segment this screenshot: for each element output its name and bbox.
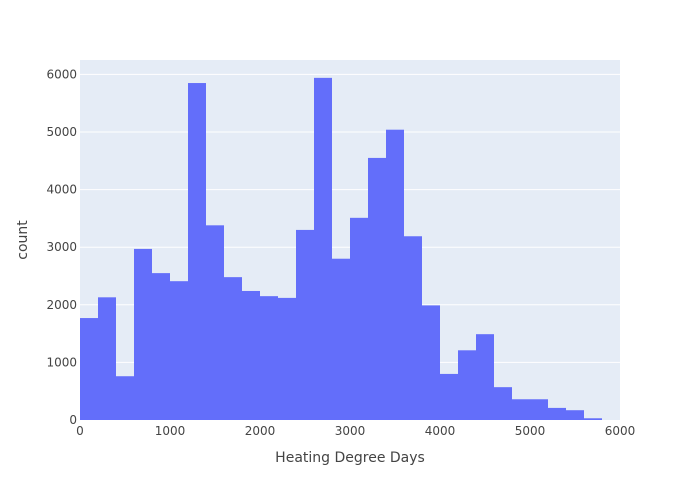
y-axis-title: count	[15, 220, 31, 260]
histogram-bar	[530, 399, 548, 420]
histogram-bar	[242, 290, 260, 420]
x-tick-label: 0	[76, 424, 84, 438]
histogram-bar	[206, 225, 224, 420]
histogram-bar	[296, 229, 314, 420]
x-axis-title: Heating Degree Days	[275, 450, 425, 466]
y-tick-label: 5000	[46, 125, 77, 139]
y-tick-label: 4000	[46, 183, 77, 197]
x-tick-label: 6000	[605, 424, 636, 438]
histogram-bar	[440, 373, 458, 420]
histogram-bar	[314, 77, 332, 420]
x-tick-label: 2000	[245, 424, 276, 438]
y-tick-label: 2000	[46, 298, 77, 312]
histogram-bar	[512, 399, 530, 420]
histogram-bar	[188, 83, 206, 420]
histogram-bar	[548, 407, 566, 420]
histogram-bar	[134, 248, 152, 420]
x-axis-ticks: 0 1000 2000 3000 4000 5000 6000	[76, 424, 635, 438]
histogram-bar	[368, 157, 386, 421]
y-axis-ticks: 0 1000 2000 3000 4000 5000 6000	[46, 67, 77, 427]
histogram-bar	[170, 281, 188, 420]
histogram-bar	[566, 410, 584, 420]
histogram-bar	[422, 305, 440, 420]
histogram-bar	[584, 418, 602, 420]
y-tick-label: 1000	[46, 355, 77, 369]
y-tick-label: 3000	[46, 240, 77, 254]
histogram-bar	[494, 387, 512, 420]
histogram-bar	[278, 297, 296, 420]
histogram-bars	[80, 77, 602, 421]
histogram-bar	[332, 258, 350, 420]
histogram-bar	[476, 334, 494, 420]
y-tick-label: 6000	[46, 67, 77, 81]
x-tick-label: 4000	[425, 424, 456, 438]
histogram-bar	[350, 217, 368, 420]
histogram-bar	[80, 318, 98, 420]
histogram-bar	[224, 277, 242, 420]
y-tick-label: 0	[69, 413, 77, 427]
x-tick-label: 5000	[515, 424, 546, 438]
histogram-bar	[404, 236, 422, 420]
x-tick-label: 1000	[155, 424, 186, 438]
histogram-bar	[152, 273, 170, 420]
histogram-bar	[386, 129, 404, 421]
histogram-bar	[98, 297, 116, 420]
histogram-bar	[260, 296, 278, 420]
x-tick-label: 3000	[335, 424, 366, 438]
histogram-bar	[116, 376, 134, 420]
histogram-bar	[458, 350, 476, 420]
